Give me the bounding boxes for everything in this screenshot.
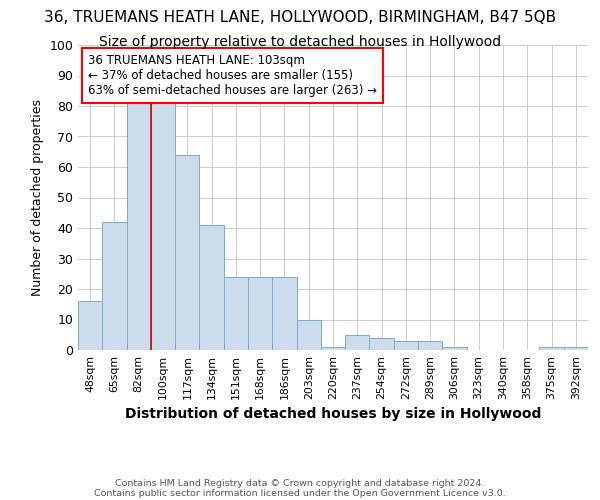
Bar <box>321 347 345 350</box>
Bar <box>418 341 442 350</box>
Text: Contains HM Land Registry data © Crown copyright and database right 2024.: Contains HM Land Registry data © Crown c… <box>115 478 485 488</box>
Bar <box>78 301 102 350</box>
Bar <box>370 338 394 350</box>
Bar <box>151 100 175 350</box>
X-axis label: Distribution of detached houses by size in Hollywood: Distribution of detached houses by size … <box>125 408 541 422</box>
Bar <box>199 225 224 350</box>
Text: 36, TRUEMANS HEATH LANE, HOLLYWOOD, BIRMINGHAM, B47 5QB: 36, TRUEMANS HEATH LANE, HOLLYWOOD, BIRM… <box>44 10 556 25</box>
Bar <box>175 155 199 350</box>
Y-axis label: Number of detached properties: Number of detached properties <box>31 99 44 296</box>
Bar <box>272 277 296 350</box>
Bar <box>296 320 321 350</box>
Bar <box>394 341 418 350</box>
Bar <box>345 335 370 350</box>
Text: Contains public sector information licensed under the Open Government Licence v3: Contains public sector information licen… <box>94 488 506 498</box>
Bar <box>564 347 588 350</box>
Bar <box>539 347 564 350</box>
Text: Size of property relative to detached houses in Hollywood: Size of property relative to detached ho… <box>99 35 501 49</box>
Bar <box>102 222 127 350</box>
Bar <box>248 277 272 350</box>
Bar <box>442 347 467 350</box>
Bar <box>224 277 248 350</box>
Text: 36 TRUEMANS HEATH LANE: 103sqm
← 37% of detached houses are smaller (155)
63% of: 36 TRUEMANS HEATH LANE: 103sqm ← 37% of … <box>88 54 377 97</box>
Bar <box>127 103 151 350</box>
